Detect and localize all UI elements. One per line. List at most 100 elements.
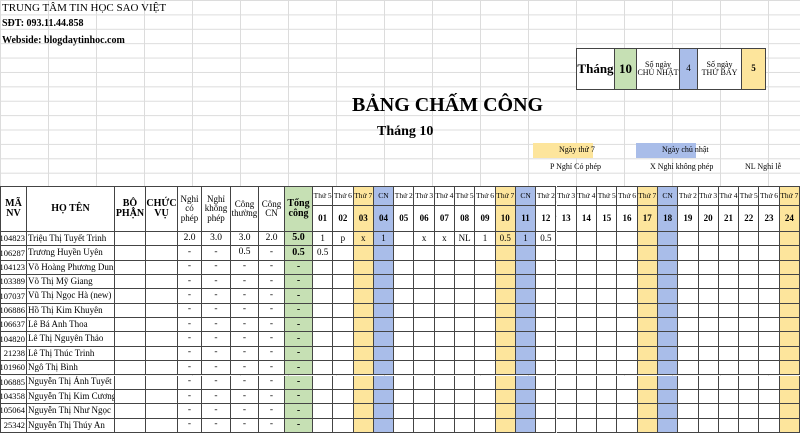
attendance-cell [313, 389, 334, 405]
attendance-cell [759, 346, 780, 362]
attendance-cell [617, 332, 638, 347]
attendance-cell [739, 346, 760, 362]
attendance-cell [576, 289, 598, 304]
title: BẢNG CHẤM CÔNG [352, 94, 544, 116]
attendance-cell [597, 346, 618, 362]
summary-value: - [178, 375, 202, 390]
summary-value: - [202, 332, 231, 347]
day-header: 23 [759, 206, 780, 232]
weekday-header: Thứ 5 [313, 186, 334, 206]
attendance-cell [455, 375, 476, 390]
attendance-cell [373, 404, 395, 419]
attendance-cell [739, 404, 760, 419]
summary-value: - [202, 389, 231, 405]
attendance-cell [718, 289, 740, 304]
attendance-cell [617, 418, 638, 433]
attendance-cell [718, 346, 740, 362]
attendance-cell [657, 361, 679, 376]
attendance-cell [394, 375, 415, 390]
employee-name: Vũ Thị Ngọc Hà (new) [27, 289, 115, 304]
department-cell [115, 375, 146, 390]
summary-value: - [259, 303, 285, 319]
attendance-cell [779, 418, 800, 433]
attendance-cell [353, 346, 374, 362]
employee-id: 106886 [0, 303, 27, 319]
attendance-cell [434, 275, 456, 290]
summary-value: - [202, 246, 231, 261]
attendance-cell [515, 275, 537, 290]
attendance-cell [556, 389, 577, 405]
attendance-cell [414, 361, 435, 376]
attendance-cell [434, 318, 456, 333]
department-cell [115, 404, 146, 419]
attendance-cell [434, 389, 456, 405]
attendance-cell [779, 303, 800, 319]
attendance-cell [455, 303, 476, 319]
attendance-cell [353, 375, 374, 390]
position-cell [146, 275, 178, 290]
summary-value: - [178, 332, 202, 347]
sunday-count: 4 [680, 48, 698, 90]
attendance-cell [657, 260, 679, 276]
summary-value: 3.0 [231, 232, 259, 247]
attendance-cell [718, 375, 740, 390]
attendance-cell [414, 332, 435, 347]
day-header: 13 [556, 206, 577, 232]
employee-name: Nguyễn Thị Thúy An [27, 418, 115, 433]
attendance-cell [576, 232, 598, 247]
attendance-cell [597, 232, 618, 247]
weekday-header: Thứ 6 [617, 186, 638, 206]
attendance-cell [495, 332, 516, 347]
weekday-header: CN [515, 186, 537, 206]
attendance-cell [637, 404, 658, 419]
attendance-cell [394, 418, 415, 433]
attendance-cell: x [414, 232, 435, 247]
attendance-cell [718, 418, 740, 433]
summary-value: - [231, 318, 259, 333]
attendance-cell [373, 246, 395, 261]
summary-value: - [285, 260, 313, 276]
column-header: Nghỉ có phép [178, 186, 202, 232]
day-header: 18 [657, 206, 679, 232]
attendance-cell [739, 289, 760, 304]
employee-name: Trương Huyền Uyên [27, 246, 115, 261]
summary-value: - [285, 418, 313, 433]
attendance-cell [678, 375, 699, 390]
department-cell [115, 346, 146, 362]
attendance-cell [394, 289, 415, 304]
employee-name: Lê Bá Anh Thoa [27, 318, 115, 333]
day-header: 09 [475, 206, 496, 232]
employee-id: 105064 [0, 404, 27, 419]
summary-value: - [285, 289, 313, 304]
attendance-cell [373, 303, 395, 319]
department-cell [115, 361, 146, 376]
attendance-cell [495, 289, 516, 304]
attendance-cell [414, 260, 435, 276]
attendance-cell [455, 404, 476, 419]
attendance-cell [394, 318, 415, 333]
attendance-cell [698, 275, 719, 290]
attendance-cell [739, 275, 760, 290]
day-header: 08 [455, 206, 476, 232]
attendance-cell [475, 260, 496, 276]
attendance-cell [353, 389, 374, 405]
attendance-cell [536, 289, 557, 304]
department-cell [115, 303, 146, 319]
attendance-cell [759, 246, 780, 261]
attendance-cell [556, 332, 577, 347]
summary-value: - [285, 303, 313, 319]
attendance-cell: 0.5 [313, 246, 334, 261]
legend-code: P Nghỉ Có phép [550, 162, 602, 171]
attendance-cell [333, 289, 354, 304]
attendance-cell [333, 361, 354, 376]
attendance-cell: 1 [373, 232, 395, 247]
attendance-cell [597, 275, 618, 290]
attendance-cell [434, 246, 456, 261]
attendance-cell [495, 418, 516, 433]
attendance-cell [657, 289, 679, 304]
attendance-cell [475, 332, 496, 347]
attendance-cell [373, 375, 395, 390]
attendance-cell [597, 418, 618, 433]
attendance-cell [657, 332, 679, 347]
